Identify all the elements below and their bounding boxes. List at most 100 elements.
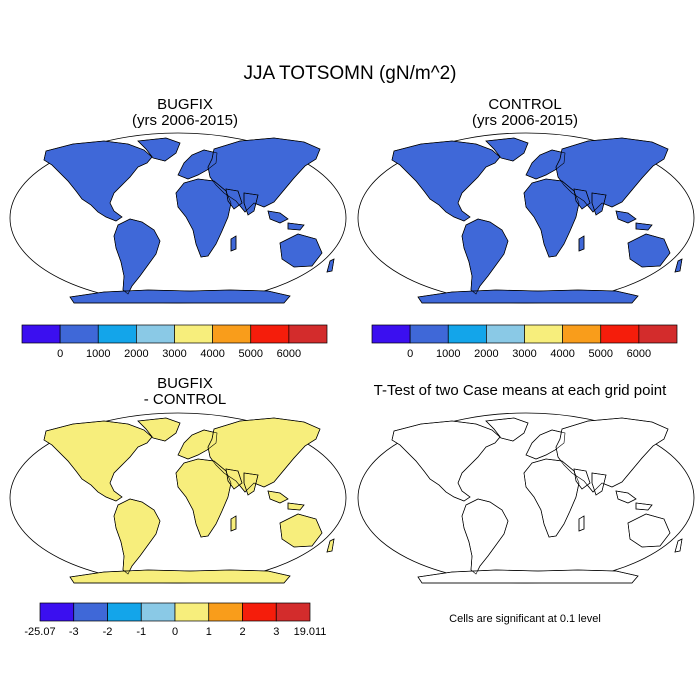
- grid-cell: [336, 547, 340, 551]
- grid-cell: [45, 144, 50, 148]
- grid-cell: [309, 557, 313, 561]
- grid-cell: [397, 293, 401, 297]
- grid-cell: [583, 134, 585, 136]
- colorbar-box: [212, 324, 252, 344]
- colorbar-box: [136, 324, 175, 344]
- grid-cell: [326, 281, 331, 287]
- grid-cell: [433, 419, 437, 423]
- grid-cell: [386, 424, 391, 429]
- grid-cell: [26, 434, 31, 439]
- colorbar-box: [21, 324, 61, 344]
- colorbar-box: [59, 324, 99, 344]
- grid-cell: [77, 418, 83, 423]
- control-title: CONTROL: [488, 96, 562, 113]
- grid-cell: [30, 542, 34, 546]
- ttest-map: [357, 412, 695, 584]
- grid-cell: [318, 166, 324, 172]
- grid-cell: [684, 464, 686, 466]
- grid-cell: [25, 134, 29, 138]
- grid-cell: [39, 297, 42, 300]
- bugfix-subtitle: (yrs 2006-2015): [132, 112, 238, 129]
- colorbar-tick-label: 5000: [239, 348, 263, 360]
- grid-cell: [34, 269, 38, 273]
- grid-cell: [26, 571, 28, 573]
- colorbar-box: [371, 324, 411, 344]
- grid-cell: [297, 133, 300, 136]
- grid-cell: [685, 180, 689, 184]
- grid-cell: [72, 134, 75, 137]
- grid-cell: [328, 571, 334, 577]
- colorbar-tick-label: 4000: [550, 348, 574, 360]
- grid-cell: [29, 135, 33, 139]
- grid-cell: [679, 427, 682, 432]
- colorbar-tick-label: 0: [172, 626, 178, 638]
- grid-cell: [325, 543, 329, 548]
- grid-cell: [59, 413, 61, 415]
- grid-cell: [73, 420, 77, 423]
- colorbar-tick-label: 0: [407, 348, 413, 360]
- grid-cell: [23, 420, 27, 424]
- grid-cell: [651, 277, 654, 280]
- grid-cell: [386, 435, 388, 437]
- grid-cell: [330, 418, 334, 422]
- grid-cell: [326, 451, 331, 455]
- control-subtitle: (yrs 2006-2015): [472, 112, 578, 129]
- grid-cell: [329, 422, 334, 427]
- ttest-title: T-Test of two Case means at each grid po…: [373, 382, 667, 399]
- grid-cell: [318, 289, 322, 293]
- grid-cell: [31, 438, 35, 442]
- grid-cell: [396, 418, 402, 423]
- control-panel-title: CONTROL (yrs 2006-2015): [400, 97, 650, 129]
- grid-cell: [32, 426, 37, 431]
- grid-cell: [230, 134, 233, 137]
- bugfix-map: [9, 132, 347, 304]
- diff-colorbar: -25.07 -3 -2 -1 0 1 2 3 19.011: [24, 602, 326, 638]
- colorbar-box: [242, 602, 277, 622]
- colorbar-tick-label: 3: [273, 626, 279, 638]
- control-map: [357, 132, 695, 304]
- grid-cell: [54, 566, 58, 571]
- grid-cell: [648, 418, 653, 420]
- grid-cell: [44, 574, 45, 580]
- grid-cell: [298, 285, 304, 290]
- colorbar-tick-label: -25.07: [24, 626, 55, 638]
- grid-cell: [47, 281, 50, 284]
- grid-cell: [36, 569, 39, 572]
- grid-cell: [336, 574, 341, 579]
- grid-cell: [375, 151, 380, 156]
- grid-cell: [301, 560, 304, 563]
- ttest-panel-title: T-Test of two Case means at each grid po…: [340, 383, 700, 399]
- grid-cell: [329, 162, 334, 168]
- colorbar-box: [107, 602, 142, 622]
- grid-cell: [44, 566, 49, 572]
- grid-cell: [677, 438, 682, 443]
- colorbar-box: [174, 324, 213, 344]
- diff-subtitle: - CONTROL: [143, 391, 227, 408]
- diff-title: BUGFIX: [157, 375, 213, 392]
- grid-cell: [435, 419, 438, 422]
- grid-cell: [386, 561, 388, 563]
- grid-cell: [61, 570, 65, 574]
- bugfix-title: BUGFIX: [157, 96, 213, 113]
- grid-cell: [677, 167, 682, 173]
- grid-cell: [680, 432, 682, 436]
- grid-cell: [60, 572, 65, 577]
- grid-cell: [405, 140, 410, 145]
- grid-cell: [376, 431, 379, 434]
- control-colorbar: 0 1000 2000 3000 4000 5000 6000: [371, 324, 678, 360]
- bugfix-panel-title: BUGFIX (yrs 2006-2015): [60, 97, 310, 129]
- grid-cell: [38, 276, 40, 278]
- colorbar-box: [97, 324, 137, 344]
- grid-cell: [23, 457, 26, 460]
- grid-cell: [57, 569, 61, 573]
- grid-cell: [366, 543, 369, 546]
- grid-cell: [39, 144, 43, 148]
- grid-cell: [396, 419, 401, 424]
- diff-panel-title: BUGFIX - CONTROL: [60, 376, 310, 408]
- significance-note: Cells are significant at 0.1 level: [449, 613, 601, 625]
- grid-cell: [320, 442, 326, 447]
- colorbar-tick-label: -3: [69, 626, 79, 638]
- grid-cell: [265, 415, 267, 417]
- colorbar-box: [250, 324, 290, 344]
